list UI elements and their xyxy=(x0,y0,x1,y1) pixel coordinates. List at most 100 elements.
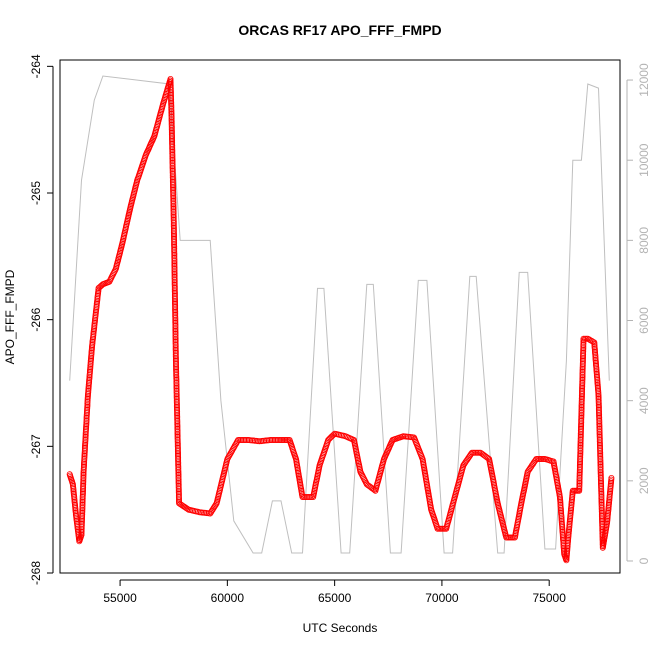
data-point xyxy=(170,189,177,196)
data-point xyxy=(81,462,88,469)
data-point xyxy=(168,96,175,103)
data-point xyxy=(242,436,249,443)
data-point xyxy=(576,471,583,478)
data-point xyxy=(172,324,179,331)
data-point xyxy=(171,270,178,277)
data-point xyxy=(170,204,177,211)
data-point xyxy=(241,436,248,443)
data-point xyxy=(598,506,605,513)
data-point xyxy=(578,397,585,404)
data-point xyxy=(270,436,277,443)
data-point xyxy=(579,386,586,393)
data-point xyxy=(510,534,517,541)
data-point xyxy=(597,468,604,475)
data-point xyxy=(168,104,175,111)
data-point xyxy=(578,425,585,432)
data-point xyxy=(597,460,604,467)
data-point xyxy=(533,455,540,462)
data-point xyxy=(82,432,89,439)
data-point xyxy=(171,240,178,247)
data-point xyxy=(172,308,179,315)
y2-tick-label: 4000 xyxy=(637,387,650,414)
x-axis-label: UTC Seconds xyxy=(303,621,378,635)
data-point xyxy=(80,481,87,488)
data-point xyxy=(168,125,175,132)
data-point xyxy=(434,525,441,532)
data-point xyxy=(598,486,605,493)
data-point xyxy=(577,454,584,461)
data-point xyxy=(172,354,179,361)
data-point xyxy=(473,449,480,456)
y-axis-label: APO_FFF_FMPD xyxy=(3,269,17,364)
y-tick-label: -264 xyxy=(29,54,43,78)
series-1-layer xyxy=(66,76,615,564)
y2-tick-label: 0 xyxy=(637,557,650,564)
data-point xyxy=(172,305,179,312)
data-point xyxy=(173,400,180,407)
data-point xyxy=(302,493,309,500)
data-point xyxy=(169,142,176,149)
data-point xyxy=(577,446,584,453)
data-point xyxy=(596,429,603,436)
data-point xyxy=(579,359,586,366)
data-point xyxy=(578,405,585,412)
data-point xyxy=(580,337,587,344)
data-point xyxy=(598,479,605,486)
data-point xyxy=(79,508,86,515)
data-point xyxy=(174,440,181,447)
data-point xyxy=(171,277,178,284)
data-point xyxy=(170,191,177,198)
data-point xyxy=(168,132,175,139)
data-point xyxy=(172,326,179,333)
data-point xyxy=(171,278,178,285)
data-point xyxy=(235,436,242,443)
data-point xyxy=(598,489,605,496)
data-point xyxy=(596,419,603,426)
data-point xyxy=(170,201,177,208)
data-point xyxy=(171,250,178,257)
x-tick-label: 70000 xyxy=(425,591,459,605)
data-point xyxy=(578,414,585,421)
data-point xyxy=(167,88,174,95)
data-point xyxy=(598,497,605,504)
data-point xyxy=(170,210,177,217)
data-point xyxy=(170,218,177,225)
data-point xyxy=(577,436,584,443)
data-point xyxy=(506,534,513,541)
data-point xyxy=(325,436,332,443)
data-point xyxy=(175,486,182,493)
chart-title: ORCAS RF17 APO_FFF_FMPD xyxy=(238,22,441,38)
data-point xyxy=(580,348,587,355)
data-point xyxy=(174,419,181,426)
y2-tick-label: 8000 xyxy=(637,227,650,254)
data-point xyxy=(579,365,586,372)
data-point xyxy=(173,364,180,371)
data-point xyxy=(172,360,179,367)
data-point xyxy=(608,474,615,481)
data-point xyxy=(170,231,177,238)
data-point xyxy=(173,373,180,380)
data-point xyxy=(307,493,314,500)
data-point xyxy=(174,429,181,436)
data-point xyxy=(171,256,178,263)
data-point xyxy=(172,335,179,342)
data-point xyxy=(171,299,178,306)
data-point xyxy=(174,451,181,458)
data-point xyxy=(171,296,178,303)
data-point xyxy=(172,337,179,344)
data-point xyxy=(169,163,176,170)
data-point xyxy=(168,99,175,106)
data-point xyxy=(273,436,280,443)
data-point xyxy=(173,392,180,399)
data-point xyxy=(596,411,603,418)
axes-layer: 55000 60000 65000 70000 75000-268-267-266-26… xyxy=(29,54,650,605)
data-point xyxy=(175,455,182,462)
data-point xyxy=(596,440,603,447)
data-point xyxy=(274,436,281,443)
data-point xyxy=(168,115,175,122)
data-point xyxy=(597,451,604,458)
data-point xyxy=(172,316,179,323)
data-point xyxy=(169,172,176,179)
